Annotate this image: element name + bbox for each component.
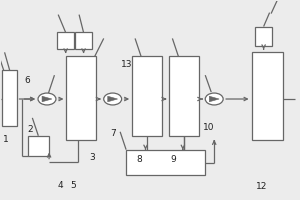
Circle shape	[38, 93, 56, 105]
Text: 9: 9	[170, 155, 176, 164]
Text: 7: 7	[110, 129, 116, 138]
Bar	[28, 136, 49, 156]
Text: 4: 4	[58, 181, 63, 190]
Text: 5: 5	[70, 181, 76, 190]
Text: 8: 8	[136, 155, 142, 164]
Text: 13: 13	[121, 60, 133, 69]
Bar	[75, 32, 92, 49]
Bar	[251, 52, 283, 140]
Circle shape	[104, 93, 122, 105]
Polygon shape	[42, 96, 52, 102]
Bar	[57, 32, 74, 49]
Polygon shape	[209, 96, 219, 102]
Text: 3: 3	[89, 153, 94, 162]
Bar	[132, 56, 162, 136]
Bar	[255, 27, 272, 46]
Text: 6: 6	[25, 76, 30, 85]
Text: 12: 12	[256, 182, 268, 191]
Bar	[169, 56, 199, 136]
Polygon shape	[108, 96, 118, 102]
Bar	[2, 70, 16, 126]
Bar	[126, 150, 205, 175]
Text: 1: 1	[3, 135, 9, 144]
Circle shape	[205, 93, 223, 105]
Text: 10: 10	[202, 123, 214, 132]
Text: 2: 2	[28, 125, 33, 134]
Bar	[66, 56, 96, 140]
